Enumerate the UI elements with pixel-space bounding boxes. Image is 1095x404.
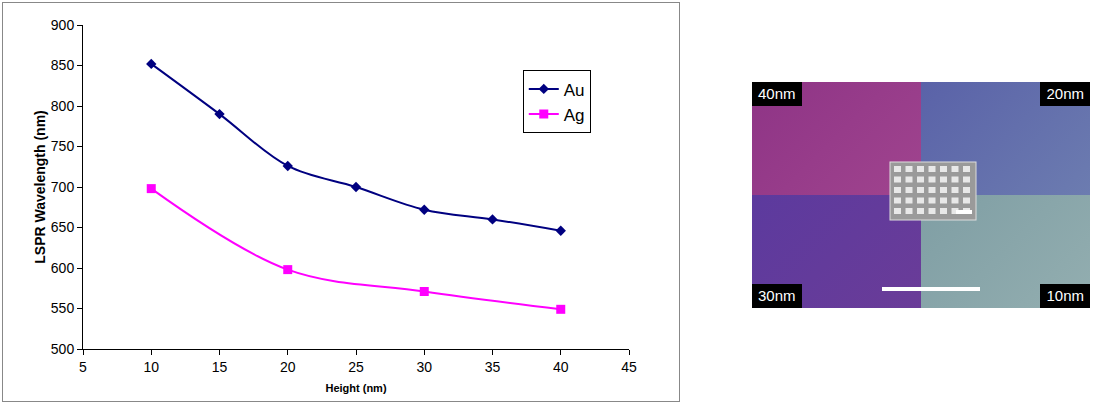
svg-text:550: 550	[51, 300, 75, 316]
svg-text:750: 750	[51, 138, 75, 154]
svg-text:800: 800	[51, 98, 75, 114]
svg-text:LSPR Wavelength (nm): LSPR Wavelength (nm)	[32, 110, 48, 264]
svg-text:650: 650	[51, 219, 75, 235]
html-text:20nm: 20nm	[1046, 85, 1084, 102]
html-text:40nm: 40nm	[758, 85, 796, 102]
svg-text:40: 40	[553, 359, 569, 375]
html-text:30nm: 30nm	[758, 287, 796, 304]
svg-text:15: 15	[212, 359, 228, 375]
svg-text:Au: Au	[564, 81, 585, 100]
svg-text:30: 30	[416, 359, 432, 375]
svg-text:850: 850	[51, 57, 75, 73]
svg-text:5: 5	[79, 359, 87, 375]
svg-text:Height (nm): Height (nm)	[325, 382, 386, 394]
svg-text:500: 500	[51, 341, 75, 357]
svg-text:Ag: Ag	[564, 106, 585, 125]
svg-text:45: 45	[621, 359, 637, 375]
svg-text:900: 900	[51, 17, 75, 33]
html-text:10nm: 10nm	[1046, 287, 1084, 304]
svg-text:25: 25	[348, 359, 364, 375]
svg-text:600: 600	[51, 260, 75, 276]
svg-text:10: 10	[143, 359, 159, 375]
svg-text:35: 35	[485, 359, 501, 375]
svg-text:700: 700	[51, 179, 75, 195]
svg-text:20: 20	[280, 359, 296, 375]
